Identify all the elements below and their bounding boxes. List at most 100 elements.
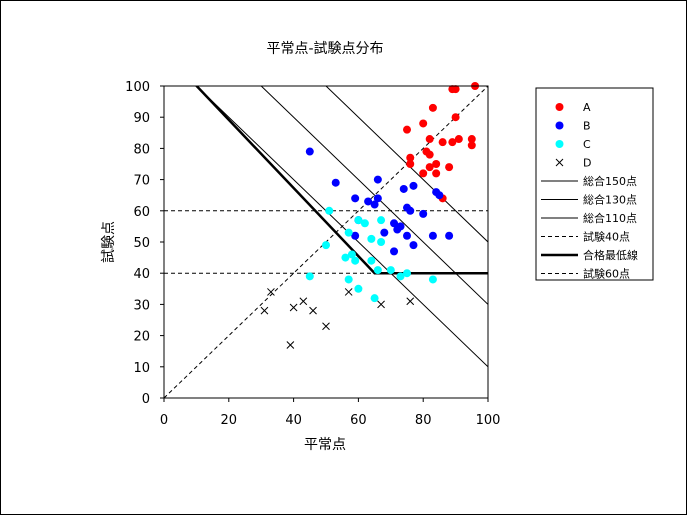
point-a <box>419 119 428 128</box>
y-tick-label: 40 <box>133 267 150 282</box>
point-c <box>386 266 395 275</box>
y-tick-label: 20 <box>133 330 150 345</box>
point-c <box>367 234 376 243</box>
point-a <box>467 141 476 150</box>
legend-label-c: C <box>583 138 591 151</box>
x-tick-label: 60 <box>350 413 367 428</box>
point-a <box>448 138 457 147</box>
x-tick-label: 80 <box>415 413 432 428</box>
point-c <box>377 216 386 225</box>
point-d <box>299 297 308 306</box>
point-d <box>289 303 298 312</box>
point-b <box>351 231 360 240</box>
legend-marker-c <box>555 140 564 148</box>
point-d <box>377 300 385 309</box>
x-tick-label: 100 <box>476 413 501 428</box>
x-axis-title: 平常点 <box>304 437 346 453</box>
point-b <box>370 200 379 209</box>
point-a <box>425 150 434 159</box>
point-d <box>406 297 415 306</box>
legend-box <box>535 87 654 281</box>
point-c <box>360 219 369 228</box>
y-tick-label: 80 <box>133 142 150 157</box>
point-c <box>325 206 334 215</box>
point-a <box>403 125 411 134</box>
y-tick-label: 70 <box>133 174 150 189</box>
legend-label-line-4: 試験40点 <box>583 230 630 244</box>
point-a <box>438 138 447 147</box>
point-b <box>390 219 399 228</box>
x-tick-label: 0 <box>160 413 168 428</box>
point-b <box>390 247 399 256</box>
point-a <box>432 169 441 178</box>
y-tick-label: 30 <box>133 298 150 313</box>
legend-label-b: B <box>583 120 591 133</box>
point-c <box>370 294 379 303</box>
point-a <box>406 153 415 162</box>
point-c <box>322 241 330 250</box>
series-line-2 <box>260 86 488 305</box>
point-a <box>425 135 434 144</box>
point-c <box>305 272 314 281</box>
point-b <box>373 175 382 184</box>
point-d <box>309 306 317 315</box>
point-c <box>344 228 353 237</box>
point-b <box>409 181 418 190</box>
y-tick-label: 10 <box>133 361 150 376</box>
legend-label-line-3: 総合110点 <box>583 211 637 225</box>
legend-label-line-2: 総合130点 <box>583 193 637 207</box>
y-tick-label: 50 <box>133 236 150 251</box>
x-tick-label: 40 <box>285 413 302 428</box>
point-b <box>406 206 415 215</box>
y-tick-label: 100 <box>125 80 150 95</box>
point-c <box>351 256 360 265</box>
point-c <box>428 275 437 284</box>
x-tick-label: 20 <box>221 413 238 428</box>
point-b <box>445 231 454 240</box>
point-a <box>454 135 463 144</box>
point-b <box>409 241 418 250</box>
point-c <box>377 238 386 246</box>
point-b <box>428 231 437 240</box>
point-b <box>373 194 382 203</box>
point-b <box>393 225 402 234</box>
point-c <box>373 266 382 275</box>
series-line-3 <box>196 86 488 368</box>
point-b <box>305 147 314 156</box>
y-tick-label: 90 <box>133 111 150 126</box>
point-c <box>396 272 405 281</box>
point-d <box>286 341 295 349</box>
legend-label-line-6: 試験60点 <box>583 267 630 281</box>
point-d <box>267 288 275 296</box>
point-b <box>331 178 340 187</box>
point-b <box>351 194 360 203</box>
legend-label-a: A <box>583 101 591 114</box>
legend-marker-b <box>555 121 564 130</box>
legend-label-line-1: 総合150点 <box>583 174 637 188</box>
point-c <box>344 275 353 284</box>
point-b <box>364 197 373 206</box>
series-line-5 <box>194 86 488 275</box>
y-axis-title: 試験点 <box>101 221 117 263</box>
point-a <box>432 160 441 168</box>
point-c <box>403 269 411 278</box>
point-a <box>451 113 460 122</box>
point-b <box>399 184 408 193</box>
point-a <box>451 85 460 94</box>
legend-label-line-5: 合格最低線 <box>583 248 638 262</box>
point-c <box>347 250 356 259</box>
point-c <box>341 253 350 262</box>
legend-label-d: D <box>583 157 591 170</box>
y-tick-label: 60 <box>133 205 150 220</box>
legend-marker-a <box>555 103 564 111</box>
point-c <box>367 256 376 265</box>
point-a <box>467 135 476 144</box>
point-a <box>445 163 454 172</box>
point-b <box>403 231 411 240</box>
point-c <box>354 216 363 225</box>
point-b <box>380 228 389 237</box>
point-c <box>354 284 363 293</box>
legend-marker-d <box>555 158 564 167</box>
